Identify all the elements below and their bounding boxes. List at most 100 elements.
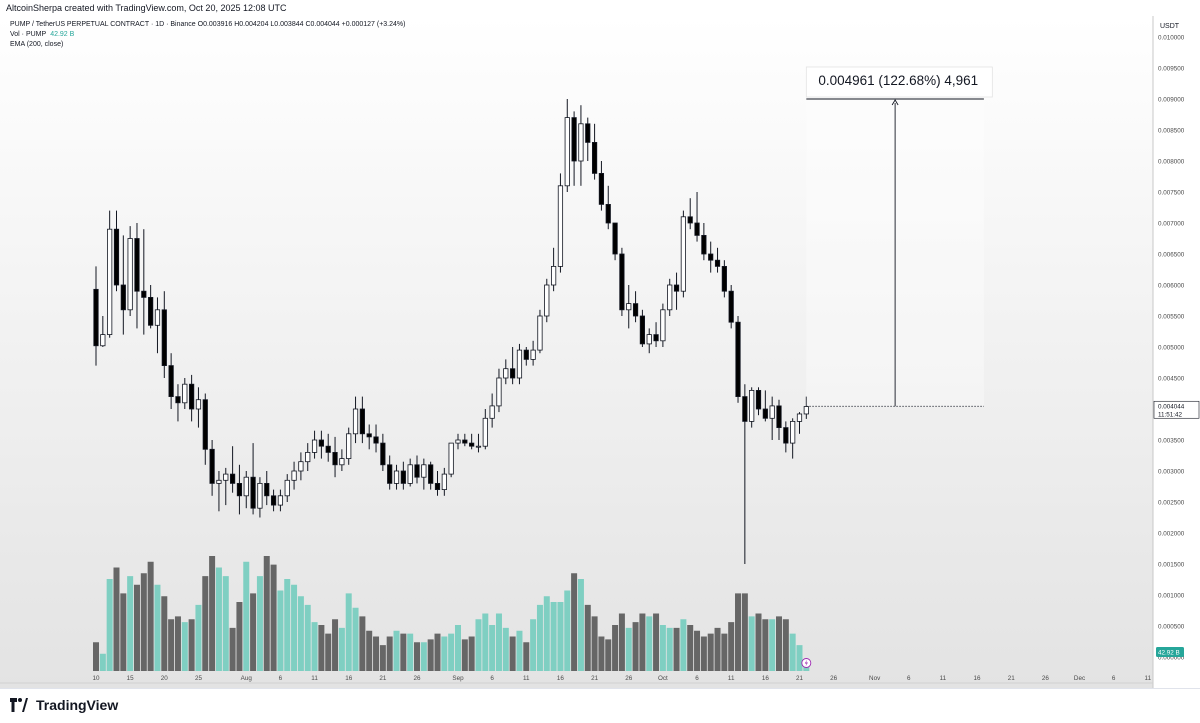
- tradingview-brand[interactable]: TradingView: [8, 697, 118, 713]
- price-tick-label: 0.003000: [1158, 469, 1185, 476]
- volume-bar: [741, 593, 748, 671]
- candle-body: [236, 482, 243, 497]
- volume-bar: [495, 613, 502, 671]
- candle: [578, 105, 584, 186]
- candle-body: [551, 265, 557, 286]
- candle: [161, 291, 167, 378]
- candle: [380, 433, 386, 471]
- candle-body: [714, 259, 721, 267]
- volume-bar: [468, 636, 475, 671]
- ema-legend: EMA (200, close): [10, 41, 64, 48]
- candle-body: [325, 445, 331, 453]
- candle: [708, 241, 714, 273]
- volume-bar: [448, 633, 455, 671]
- candle-body: [523, 349, 529, 360]
- candle: [626, 285, 632, 329]
- candle: [100, 316, 106, 347]
- candle: [154, 297, 161, 354]
- price-tick-label: 0.009000: [1158, 97, 1185, 104]
- symbol-info: PUMP / TetherUS PERPETUAL CONTRACT · 1D …: [10, 21, 406, 28]
- volume-bar: [120, 593, 127, 671]
- volume-bar: [243, 561, 250, 671]
- candle: [653, 322, 659, 347]
- candle-body: [469, 442, 475, 447]
- candle: [93, 266, 99, 366]
- candle: [769, 396, 775, 440]
- price-tick-label: 0.001500: [1158, 562, 1185, 569]
- candle-body: [202, 399, 208, 450]
- measure-label-text: 0.004961 (122.68%) 4,961: [818, 73, 978, 88]
- volume-bar: [639, 613, 646, 671]
- measure-label-box: [805, 66, 993, 98]
- candle-body: [755, 389, 762, 410]
- candle: [619, 247, 625, 316]
- candle: [209, 440, 215, 496]
- volume-bar: [345, 593, 352, 671]
- volume-bar: [154, 584, 161, 671]
- candle: [441, 467, 447, 496]
- candle: [469, 433, 475, 450]
- last-price-bg: [1153, 400, 1200, 419]
- volume-bar: [728, 622, 735, 671]
- volume-bar: [338, 627, 345, 671]
- volume-bar: [571, 573, 578, 671]
- candle: [400, 461, 406, 490]
- candle: [605, 185, 611, 230]
- volume-bar: [263, 556, 270, 671]
- price-range-measure: 0.004961 (122.68%) 4,961: [805, 66, 993, 407]
- volume-legend: Vol · PUMP 42.92 B: [10, 30, 405, 40]
- candle: [489, 393, 495, 428]
- volume-bar: [769, 619, 776, 671]
- price-tick-label: 0.002000: [1158, 531, 1185, 538]
- volume-bar: [106, 579, 113, 671]
- candle-body: [223, 473, 229, 481]
- candle-body: [585, 123, 591, 143]
- price-tick-label: 0.003500: [1158, 438, 1185, 445]
- time-tick-label: 15: [127, 675, 135, 682]
- volume-bar: [721, 633, 728, 671]
- candle: [646, 328, 652, 354]
- candle-body: [646, 334, 652, 345]
- volume-bar: [168, 619, 175, 671]
- candle-body: [571, 117, 577, 162]
- volume-bar: [502, 627, 509, 671]
- time-tick-label: 11: [940, 675, 947, 682]
- candle: [551, 247, 557, 292]
- last-price-countdown: 11:51:42: [1158, 411, 1183, 418]
- time-tick-label: Nov: [869, 675, 881, 682]
- candle: [591, 123, 598, 180]
- candle-body: [318, 439, 324, 447]
- candle-body: [305, 451, 311, 463]
- volume-bar: [687, 625, 694, 671]
- candle-body: [148, 296, 154, 326]
- candle: [243, 471, 249, 509]
- volume-bar: [93, 642, 99, 671]
- time-tick-label: 16: [557, 675, 565, 682]
- candle: [496, 368, 502, 413]
- candle-body: [243, 476, 249, 497]
- price-chart[interactable]: USDT 0.010000 0.009500 0.009000 0.008500 0.00…: [0, 16, 1200, 688]
- currency-label: USDT: [1160, 23, 1180, 30]
- candle-body: [284, 479, 290, 497]
- candle-body: [359, 408, 365, 435]
- candle: [687, 198, 693, 230]
- price-tick-label: 0.000500: [1158, 624, 1185, 631]
- price-tick-label: 0.009500: [1158, 66, 1185, 73]
- candle-body: [448, 442, 454, 475]
- time-tick-label: Dec: [1074, 675, 1085, 682]
- chart-area[interactable]: USDT 0.010000 0.009500 0.009000 0.008500 0.00…: [0, 16, 1200, 688]
- price-tick-label: 0.008500: [1158, 128, 1185, 135]
- time-tick-label: 25: [195, 675, 203, 682]
- volume-bar: [475, 619, 482, 671]
- candle: [680, 210, 686, 298]
- price-tick-label: 0.007500: [1158, 190, 1185, 197]
- candle-body: [264, 482, 270, 497]
- price-axis-bg: [1153, 16, 1200, 688]
- time-tick-label: Aug: [241, 675, 253, 682]
- candle-body: [680, 216, 686, 292]
- volume-bar: [393, 630, 400, 671]
- candle: [168, 353, 174, 409]
- price-tick-label: 0.007000: [1158, 221, 1185, 228]
- volume-bar: [523, 642, 530, 671]
- volume-bar: [434, 633, 441, 671]
